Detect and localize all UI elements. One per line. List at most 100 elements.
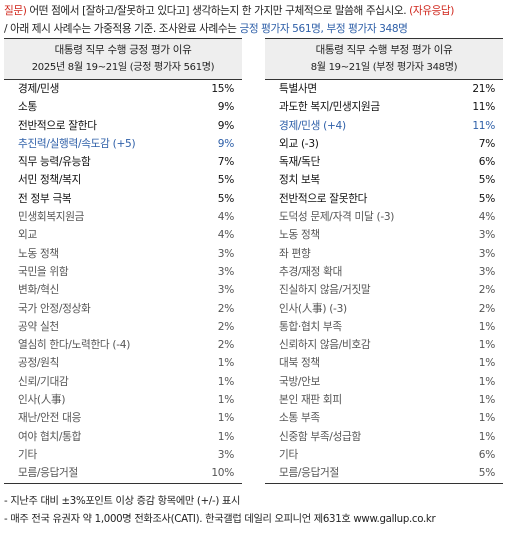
negative-table-subtitle: 8월 19~21일 (부정 평가자 348명) (310, 62, 458, 73)
table-row: 전반적으로 잘못한다 5% (265, 190, 503, 208)
positive-table-subtitle: 2025년 8월 19~21일 (긍정 평가자 561명) (31, 62, 215, 73)
reason-percent: 5% (478, 467, 496, 480)
table-row: 좌 편향 3% (265, 245, 503, 263)
reason-percent: 7% (217, 156, 235, 169)
positive-table-body: 경제/민생 15% 소통 9% 전반적으로 잘한다 9% 추진력/실행력/속도감 (+5) 9… (4, 80, 242, 484)
reason-percent: 9% (217, 119, 235, 132)
reason-percent: 1% (217, 412, 235, 425)
reason-label: 통합·협치 부족 (279, 320, 342, 333)
reason-percent: 2% (478, 302, 496, 315)
reason-percent: 3% (217, 247, 235, 260)
reason-label: 추진력/실행력/속도감 (+5) (18, 137, 136, 150)
table-row: 전 정부 극복 5% (4, 190, 242, 208)
reason-label: 특별사면 (279, 83, 317, 95)
table-row: 노동 정책 3% (265, 226, 503, 244)
reason-label: 진실하지 않음/거짓말 (279, 284, 371, 297)
reason-percent: 2% (217, 339, 235, 352)
table-row: 대북 정책 1% (265, 354, 503, 372)
table-row: 기타 3% (4, 446, 242, 464)
footnote-survey-source: - 매주 전국 유권자 약 1,000명 전화조사(CATI). 한국갤럽 데일… (4, 514, 436, 525)
reason-label: 좌 편향 (279, 247, 311, 260)
reason-label: 소통 부족 (279, 412, 320, 425)
table-row: 추경/재정 확대 3% (265, 263, 503, 281)
reason-percent: 1% (217, 430, 235, 443)
table-row: 여야 협치/통합 1% (4, 428, 242, 446)
reason-percent: 5% (478, 192, 496, 205)
table-row: 모름/응답거절 5% (265, 464, 503, 482)
reason-percent: 1% (478, 357, 496, 370)
table-row: 독재/독단 6% (265, 153, 503, 171)
table-row: 특별사면 21% (265, 80, 503, 98)
reason-percent: 3% (217, 448, 235, 461)
reason-label: 노동 정책 (18, 247, 59, 260)
table-row: 신뢰/기대감 1% (4, 373, 242, 391)
reason-percent: 1% (478, 394, 496, 407)
reason-percent: 11% (472, 119, 495, 132)
reason-label: 직무 능력/유능함 (18, 156, 91, 169)
reason-label: 공약 실천 (18, 320, 59, 333)
reason-label: 국가 안정/정상화 (18, 302, 91, 315)
table-row: 서민 정책/복지 5% (4, 171, 242, 189)
footnote-change-marker: - 지난주 대비 ±3%포인트 이상 증감 항목에만 (+/-) 표시 (4, 496, 241, 507)
reason-percent: 6% (478, 448, 496, 461)
table-row: 전반적으로 잘한다 9% (4, 117, 242, 135)
table-row: 직무 능력/유능함 7% (4, 153, 242, 171)
reason-label: 대북 정책 (279, 357, 320, 370)
negative-reasons-table: 대통령 직무 수행 부정 평가 이유 8월 19~21일 (부정 평가자 348… (265, 38, 503, 484)
reason-label: 신뢰/기대감 (18, 375, 69, 388)
reason-percent: 10% (211, 467, 234, 480)
negative-table-body: 특별사면 21% 과도한 복지/민생지원금 11% 경제/민생 (+4) 11% 외교 (-… (265, 80, 503, 484)
table-row: 민생회복지원금 4% (4, 208, 242, 226)
table-row: 경제/민생 (+4) 11% (265, 117, 503, 135)
table-row: 공약 실천 2% (4, 318, 242, 336)
table-row: 변화/혁신 3% (4, 281, 242, 299)
reason-label: 본인 재판 회피 (279, 394, 342, 407)
reason-percent: 4% (217, 211, 235, 224)
table-row: 추진력/실행력/속도감 (+5) 9% (4, 135, 242, 153)
negative-table-title: 대통령 직무 수행 부정 평가 이유 (315, 44, 453, 56)
table-row: 과도한 복지/민생지원금 11% (265, 98, 503, 116)
reason-percent: 2% (217, 320, 235, 333)
reason-label: 독재/독단 (279, 156, 321, 169)
reason-label: 국방/안보 (279, 375, 321, 388)
positive-table-title: 대통령 직무 수행 긍정 평가 이유 (54, 44, 192, 56)
reason-percent: 2% (217, 302, 235, 315)
reason-label: 모름/응답거절 (18, 467, 78, 480)
reason-label: 공정/원칙 (18, 357, 60, 370)
table-row: 기타 6% (265, 446, 503, 464)
table-row: 진실하지 않음/거짓말 2% (265, 281, 503, 299)
table-row: 노동 정책 3% (4, 245, 242, 263)
reason-label: 서민 정책/복지 (18, 174, 82, 187)
reason-label: 과도한 복지/민생지원금 (279, 101, 380, 114)
reason-percent: 1% (217, 375, 235, 388)
reason-label: 전 정부 극복 (18, 192, 72, 205)
reason-percent: 9% (217, 101, 235, 114)
reason-percent: 3% (478, 265, 496, 278)
reason-label: 전반적으로 잘한다 (18, 119, 97, 132)
reason-label: 기타 (18, 448, 37, 461)
table-row: 소통 부족 1% (265, 409, 503, 427)
table-row: 국가 안정/정상화 2% (4, 300, 242, 318)
table-row: 외교 4% (4, 226, 242, 244)
reason-label: 정치 보복 (279, 174, 320, 187)
reason-label: 도덕성 문제/자격 미달 (-3) (279, 211, 395, 224)
answer-type: (자유응답) (409, 5, 455, 17)
table-row: 소통 9% (4, 98, 242, 116)
question-main: 어떤 점에서 [잘하고/잘못하고 있다고] 생각하는지 한 가지만 구체적으로 … (26, 5, 407, 17)
reason-percent: 3% (478, 229, 496, 242)
reason-label: 소통 (18, 101, 37, 114)
reason-percent: 11% (472, 101, 495, 114)
table-row: 신중함 부족/성급함 1% (265, 428, 503, 446)
table-row: 통합·협치 부족 1% (265, 318, 503, 336)
reason-percent: 5% (217, 174, 235, 187)
reason-label: 재난/안전 대응 (18, 412, 82, 425)
reason-label: 신중함 부족/성급함 (279, 430, 361, 443)
reason-percent: 7% (478, 137, 496, 150)
reason-percent: 1% (217, 357, 235, 370)
table-row: 정치 보복 5% (265, 171, 503, 189)
reason-label: 경제/민생 (+4) (279, 119, 346, 132)
reason-label: 민생회복지원금 (18, 211, 85, 224)
table-row: 열심히 한다/노력한다 (-4) 2% (4, 336, 242, 354)
reason-label: 외교 (18, 229, 37, 242)
positive-table-header: 대통령 직무 수행 긍정 평가 이유 2025년 8월 19~21일 (긍정 평… (4, 38, 242, 80)
